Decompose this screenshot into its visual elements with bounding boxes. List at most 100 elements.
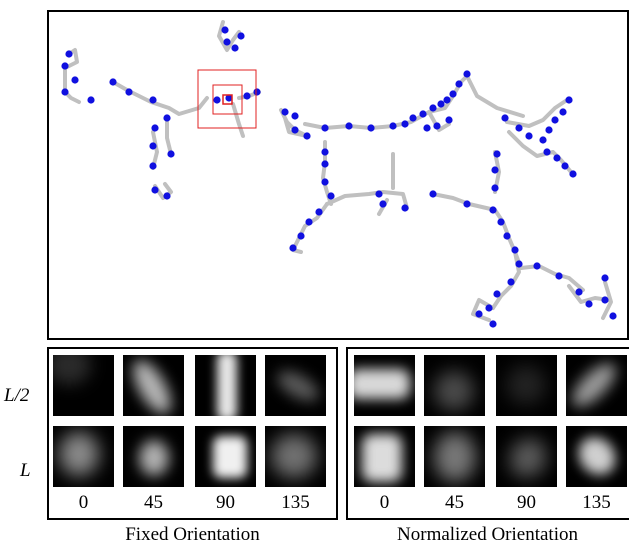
skeleton-node — [225, 94, 233, 102]
skeleton-node — [379, 200, 387, 208]
normalized-orientation-caption: Normalized Orientation — [397, 524, 578, 545]
skeleton-segment — [427, 110, 451, 132]
skeleton-node — [419, 110, 427, 118]
skeleton-node — [401, 120, 409, 128]
fixed-full-135 — [265, 426, 326, 487]
normalized-full-0 — [354, 426, 415, 487]
skeleton-node — [443, 96, 451, 104]
skeleton-node — [559, 108, 567, 116]
skeleton-node — [321, 148, 329, 156]
skeleton-node — [585, 300, 593, 308]
skeleton-node — [61, 88, 69, 96]
skeleton-node — [429, 190, 437, 198]
fixed-half-90 — [195, 355, 256, 416]
skeleton-node — [291, 126, 299, 134]
skeleton-segment — [519, 264, 585, 292]
normalized-half-0 — [354, 355, 415, 416]
skeleton-node — [409, 114, 417, 122]
normalized-half-45 — [424, 355, 485, 416]
skeleton-node — [109, 78, 117, 86]
skeleton-segment — [231, 102, 245, 138]
skeleton-node — [375, 190, 383, 198]
fixed-tick-135: 135 — [281, 492, 310, 513]
skeleton-node — [507, 278, 515, 286]
region-inner-box — [222, 94, 233, 105]
skeleton-node — [61, 62, 69, 70]
skeleton-segment — [601, 280, 613, 320]
skeleton-node — [167, 150, 175, 158]
skeleton-node — [281, 108, 289, 116]
skeleton-node — [321, 124, 329, 132]
skeleton-node — [237, 32, 245, 40]
skeleton-node — [87, 96, 95, 104]
skeleton-node — [303, 132, 311, 140]
skeleton-node — [493, 290, 501, 298]
skeleton-node — [149, 162, 157, 170]
skeleton-node — [565, 96, 573, 104]
fixed-tick-90: 90 — [216, 492, 235, 513]
skeleton-segment — [431, 192, 497, 212]
skeleton-segment — [111, 80, 209, 116]
skeleton-node — [213, 96, 221, 104]
skeleton-node — [609, 312, 617, 320]
skeleton-node — [569, 170, 577, 178]
skeleton-segment — [217, 20, 241, 52]
skeleton-node — [367, 124, 375, 132]
skeleton-segment — [325, 190, 409, 210]
skeleton-node — [525, 132, 533, 140]
skeleton-node — [575, 288, 583, 296]
skeleton-node — [445, 116, 453, 124]
skeleton-node — [151, 186, 159, 194]
skeleton-node — [475, 310, 483, 318]
region-outer-box — [197, 69, 257, 129]
fixed-orientation-caption: Fixed Orientation — [125, 524, 260, 545]
skeleton-node — [163, 114, 171, 122]
skeleton-node — [533, 262, 541, 270]
skeleton-node — [243, 92, 251, 100]
skeleton-node — [291, 112, 299, 120]
skeleton-node — [503, 232, 511, 240]
skeleton-node — [429, 104, 437, 112]
skeleton-node — [315, 208, 323, 216]
skeleton-node — [501, 114, 509, 122]
skeleton-node — [389, 122, 397, 130]
skeleton-node — [553, 154, 561, 162]
skeleton-node — [437, 100, 445, 108]
skeleton-node — [489, 320, 497, 328]
skeleton-node — [493, 150, 501, 158]
skeleton-node — [601, 296, 609, 304]
skeleton-node — [463, 200, 471, 208]
skeleton-node — [455, 80, 463, 88]
skeleton-node — [485, 304, 493, 312]
skeleton-node — [65, 50, 73, 58]
skeleton-node — [163, 192, 171, 200]
skeleton-node — [511, 246, 519, 254]
skeleton-node — [601, 274, 609, 282]
graph-panel — [47, 10, 629, 340]
skeleton-node — [327, 192, 335, 200]
skeleton-node — [253, 88, 261, 96]
fixed-full-90 — [195, 426, 256, 487]
skeleton-node — [321, 160, 329, 168]
fixed-tick-0: 0 — [78, 492, 89, 513]
skeleton-node — [539, 136, 547, 144]
skeleton-node — [463, 70, 471, 78]
skeleton-segment — [491, 250, 521, 310]
normalized-full-90 — [496, 426, 557, 487]
skeleton-node — [151, 124, 159, 132]
skeleton-nodes — [61, 26, 617, 328]
normalized-half-135 — [566, 355, 627, 416]
skeleton-node — [491, 166, 499, 174]
row-label-full-scale: L — [20, 460, 31, 481]
fixed-full-45 — [123, 426, 184, 487]
skeleton-node — [551, 116, 559, 124]
normalized-half-90 — [496, 355, 557, 416]
skeleton-node — [433, 122, 441, 130]
skeleton-node — [515, 124, 523, 132]
row-label-half-scale: L/2 — [4, 385, 30, 406]
skeleton-node — [297, 232, 305, 240]
skeleton-node — [489, 206, 497, 214]
fixed-half-0 — [53, 355, 114, 416]
skeleton-node — [555, 272, 563, 280]
normalized-full-45 — [424, 426, 485, 487]
